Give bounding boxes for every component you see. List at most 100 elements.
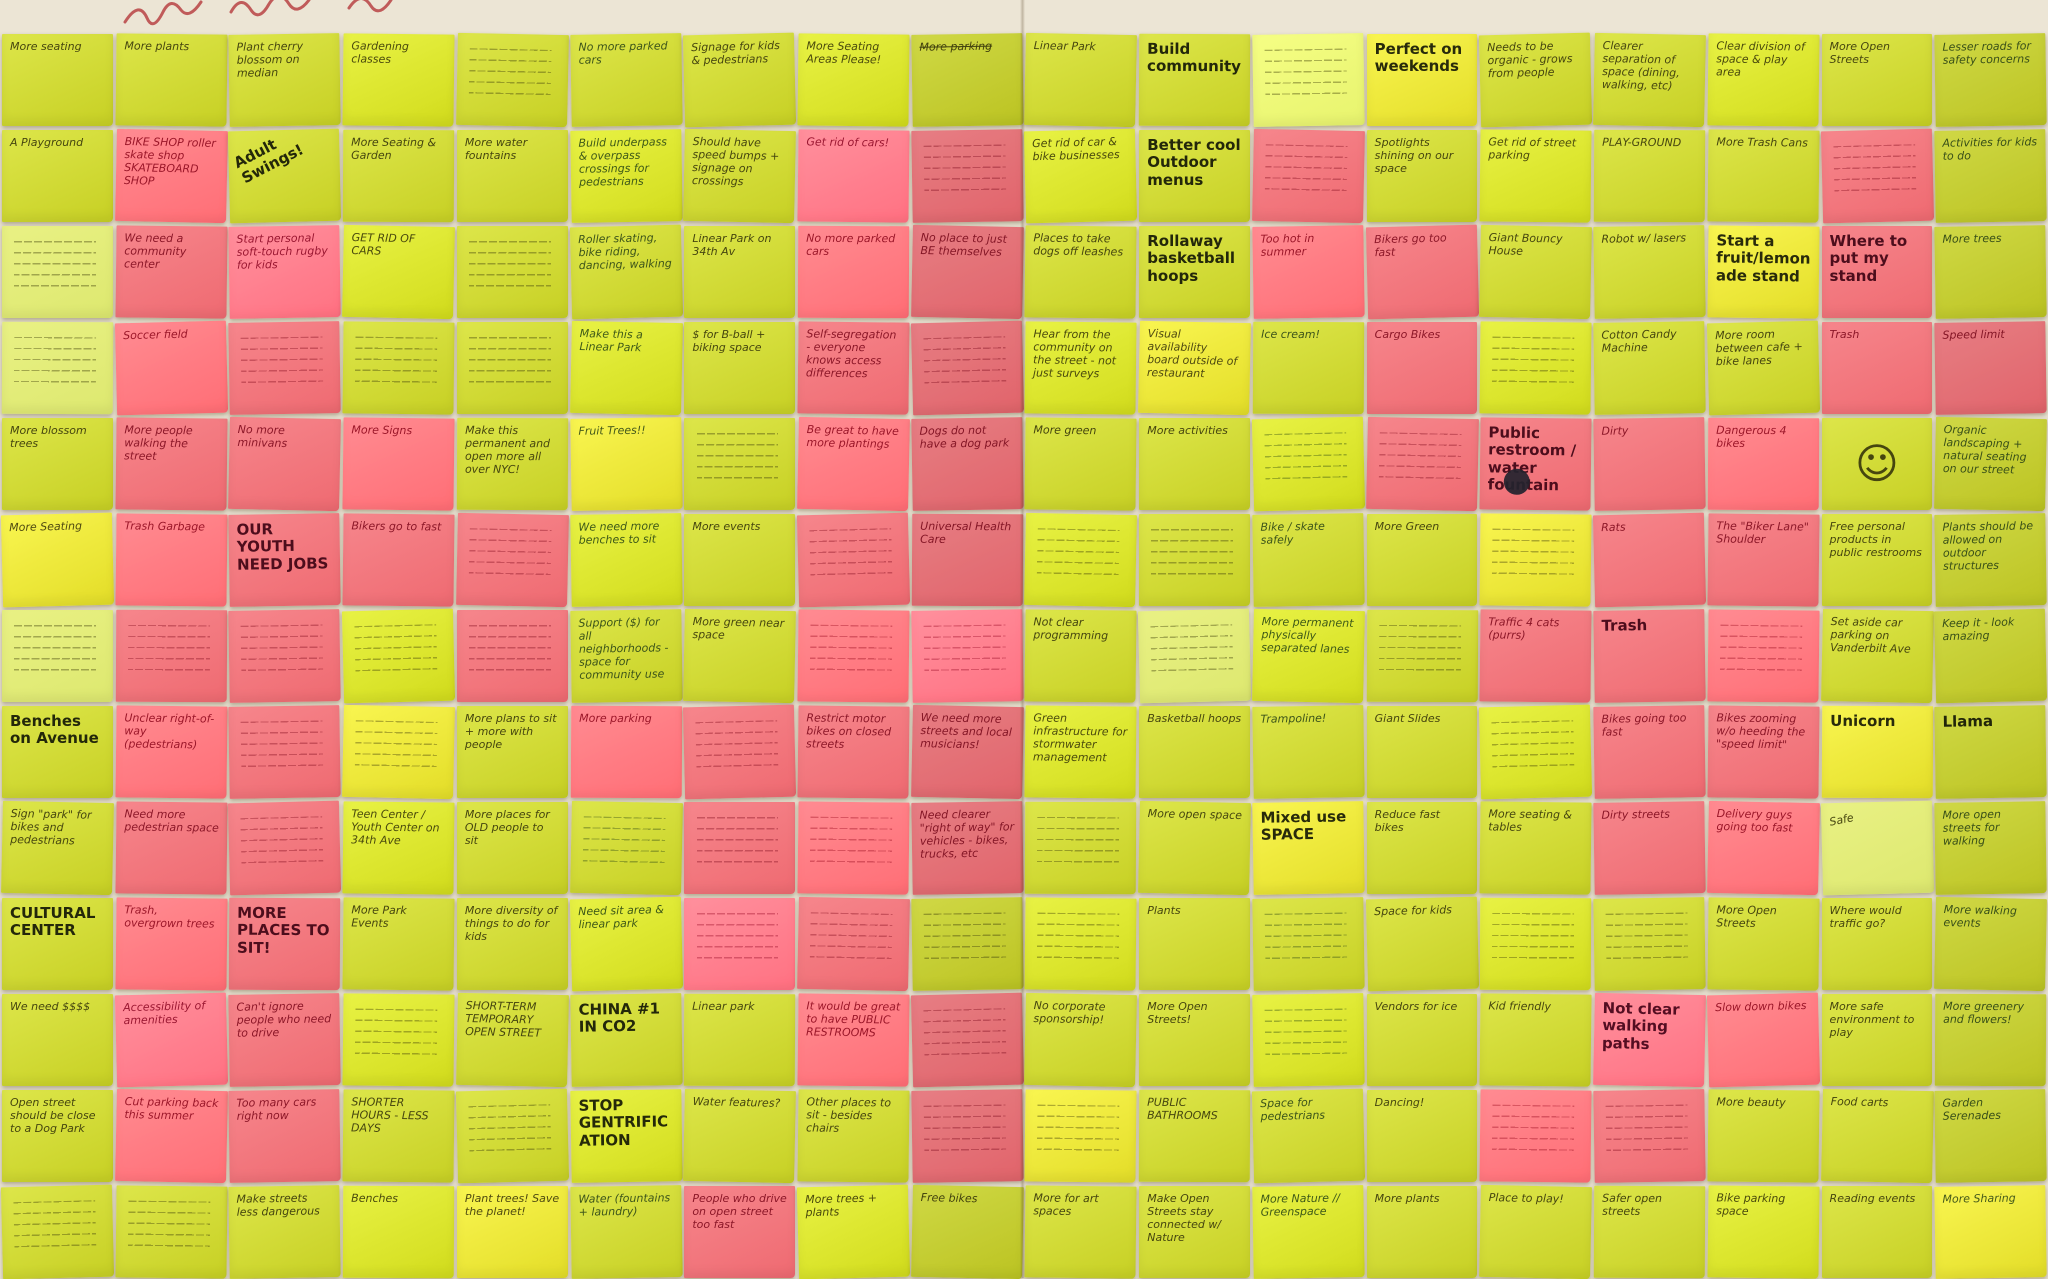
note-text: No corporate sponsorship! — [1034, 1000, 1129, 1028]
sticky-note: More blossom trees — [2, 418, 113, 510]
note-text: More activities — [1147, 425, 1242, 438]
note-text: More Nature // Greenspace — [1260, 1192, 1355, 1219]
sticky-note: Safe — [1820, 801, 1933, 896]
note-text: We need $$$$ — [10, 1001, 105, 1014]
sticky-note: STOP GENTRIFICATION — [570, 1089, 682, 1183]
sticky-note: More Open Streets — [1822, 34, 1933, 126]
sticky-note: More people walking the street — [115, 417, 227, 510]
sticky-note: The "Biker Lane" Shoulder — [1707, 513, 1819, 606]
sticky-note: Linear Park — [1025, 33, 1138, 127]
sticky-note: Water (fountains + laundry) — [570, 1185, 682, 1279]
sticky-note — [1, 1185, 114, 1279]
sticky-note: Get rid of cars! — [797, 129, 909, 222]
sticky-note: More parking — [911, 33, 1023, 127]
note-text: Restrict motor bikes on closed streets — [806, 712, 901, 752]
sticky-note: Support ($) for all neighborhoods - spac… — [570, 609, 682, 703]
sticky-note — [1025, 802, 1136, 895]
note-text: More seating — [10, 41, 105, 54]
note-text: More seating & tables — [1489, 808, 1584, 835]
sticky-note: More trees + plants — [797, 1185, 910, 1279]
note-text: Unicorn — [1830, 713, 1925, 731]
sticky-note: Soccer field — [115, 321, 228, 416]
sticky-note: Need more pedestrian space — [115, 801, 227, 894]
sticky-note: More room between cafe + bike lanes — [1707, 321, 1820, 416]
sticky-note: GET RID OF CARS — [342, 225, 455, 319]
sticky-note — [456, 513, 569, 607]
note-text: Need sit area & linear park — [578, 904, 673, 932]
note-text: Llama — [1943, 712, 2038, 731]
sticky-note — [229, 321, 341, 415]
sticky-note: Trash, overgrown trees — [115, 897, 227, 990]
note-text — [805, 520, 900, 522]
note-text: Make this permanent and open more all ov… — [465, 425, 560, 477]
sticky-note: Mixed use SPACE — [1252, 801, 1364, 895]
note-board: More seating More plants Plant cherry bl… — [2, 34, 2046, 1278]
note-text: More diversity of things to do for kids — [465, 905, 560, 944]
note-text: Clearer separation of space (dining, wal… — [1602, 40, 1698, 94]
sticky-note: Signage for kids & pedestrians — [683, 33, 796, 128]
note-text: $ for B-ball + biking space — [692, 329, 787, 355]
note-text: Robot w/ lasers — [1602, 232, 1697, 246]
note-text: Bikes zooming w/o heeding the "speed lim… — [1716, 712, 1811, 752]
note-text: No more parked cars — [578, 40, 673, 67]
note-text: Organic landscaping + natural seating on… — [1943, 424, 2039, 478]
note-text: We need a community center — [124, 232, 219, 272]
sticky-note: OUR YOUTH NEED JOBS — [229, 513, 341, 607]
sticky-note: No more minivans — [228, 417, 341, 511]
note-text: Cut parking back this summer — [124, 1096, 219, 1124]
sticky-note: Visual availability board outside of res… — [1138, 321, 1251, 415]
note-text: More people walking the street — [124, 424, 219, 464]
note-text: Should have speed bumps + signage on cro… — [692, 136, 788, 190]
note-text: More green near space — [693, 616, 788, 644]
note-text — [466, 520, 561, 522]
sticky-note: Where to put my stand — [1822, 226, 1933, 318]
note-text: The "Biker Lane" Shoulder — [1716, 520, 1811, 547]
sticky-note — [1252, 33, 1364, 127]
sticky-note: Public restroom / water fountain — [1480, 417, 1592, 510]
sticky-note — [343, 993, 455, 1086]
note-text: Free personal products in public restroo… — [1830, 521, 1925, 560]
note-text: Self-segregation - everyone knows access… — [806, 328, 901, 381]
sticky-note: Places to take dogs off leashes — [1025, 225, 1137, 318]
note-text: More Seating — [9, 520, 104, 535]
sticky-note — [456, 33, 569, 127]
sticky-note: Dirty streets — [1593, 801, 1705, 895]
sticky-note: SHORTER HOURS - LESS DAYS — [343, 1089, 455, 1182]
note-text: PUBLIC BATHROOMS — [1147, 1097, 1242, 1123]
note-text: GET RID OF CARS — [351, 232, 446, 260]
sticky-note — [1480, 321, 1592, 414]
sticky-note — [1025, 897, 1137, 990]
note-text: More Sharing — [1943, 1192, 2038, 1206]
sticky-note: Too many cars right now — [229, 1089, 341, 1183]
sticky-note: Cargo Bikes — [1367, 322, 1478, 414]
note-text: Roller skating, bike riding, dancing, wa… — [578, 232, 674, 273]
sticky-note: More seating — [2, 34, 113, 126]
note-text — [1034, 1096, 1129, 1097]
note-text: Dirty streets — [1602, 808, 1697, 822]
note-text: Adult Swings! — [232, 129, 332, 188]
sticky-note: No more parked cars — [798, 226, 909, 319]
note-text: Need clearer "right of way" for vehicles… — [919, 808, 1015, 861]
note-text: Safe — [1828, 801, 1923, 830]
note-text: Space for kids — [1374, 904, 1469, 919]
sticky-note — [1025, 513, 1138, 607]
sticky-note — [911, 321, 1024, 416]
sticky-note — [570, 801, 683, 895]
sticky-note — [343, 321, 455, 414]
note-text: Not clear walking paths — [1602, 1000, 1698, 1054]
note-text: Activities for kids to do — [1943, 136, 2038, 163]
note-text: Green infrastructure for stormwater mana… — [1033, 712, 1128, 765]
sticky-note: Cotton Candy Machine — [1593, 321, 1705, 415]
sticky-note: Build underpass & overpass crossings for… — [570, 129, 682, 223]
note-text: Where to put my stand — [1830, 233, 1925, 285]
sticky-note — [797, 897, 910, 991]
note-text: Needs to be organic - grows from people — [1487, 40, 1583, 81]
sticky-note: Plants should be allowed on outdoor stru… — [1935, 513, 2047, 607]
note-text: We need more streets and local musicians… — [920, 712, 1016, 753]
sticky-note: Speed limit — [1935, 321, 2047, 415]
sticky-note: Dogs do not have a dog park — [911, 417, 1023, 511]
sticky-note — [1139, 514, 1250, 606]
sticky-note: Bikes zooming w/o heeding the "speed lim… — [1707, 705, 1819, 798]
note-text: Not clear programming — [1034, 616, 1129, 643]
note-text: More safe environment to play — [1830, 1001, 1925, 1040]
